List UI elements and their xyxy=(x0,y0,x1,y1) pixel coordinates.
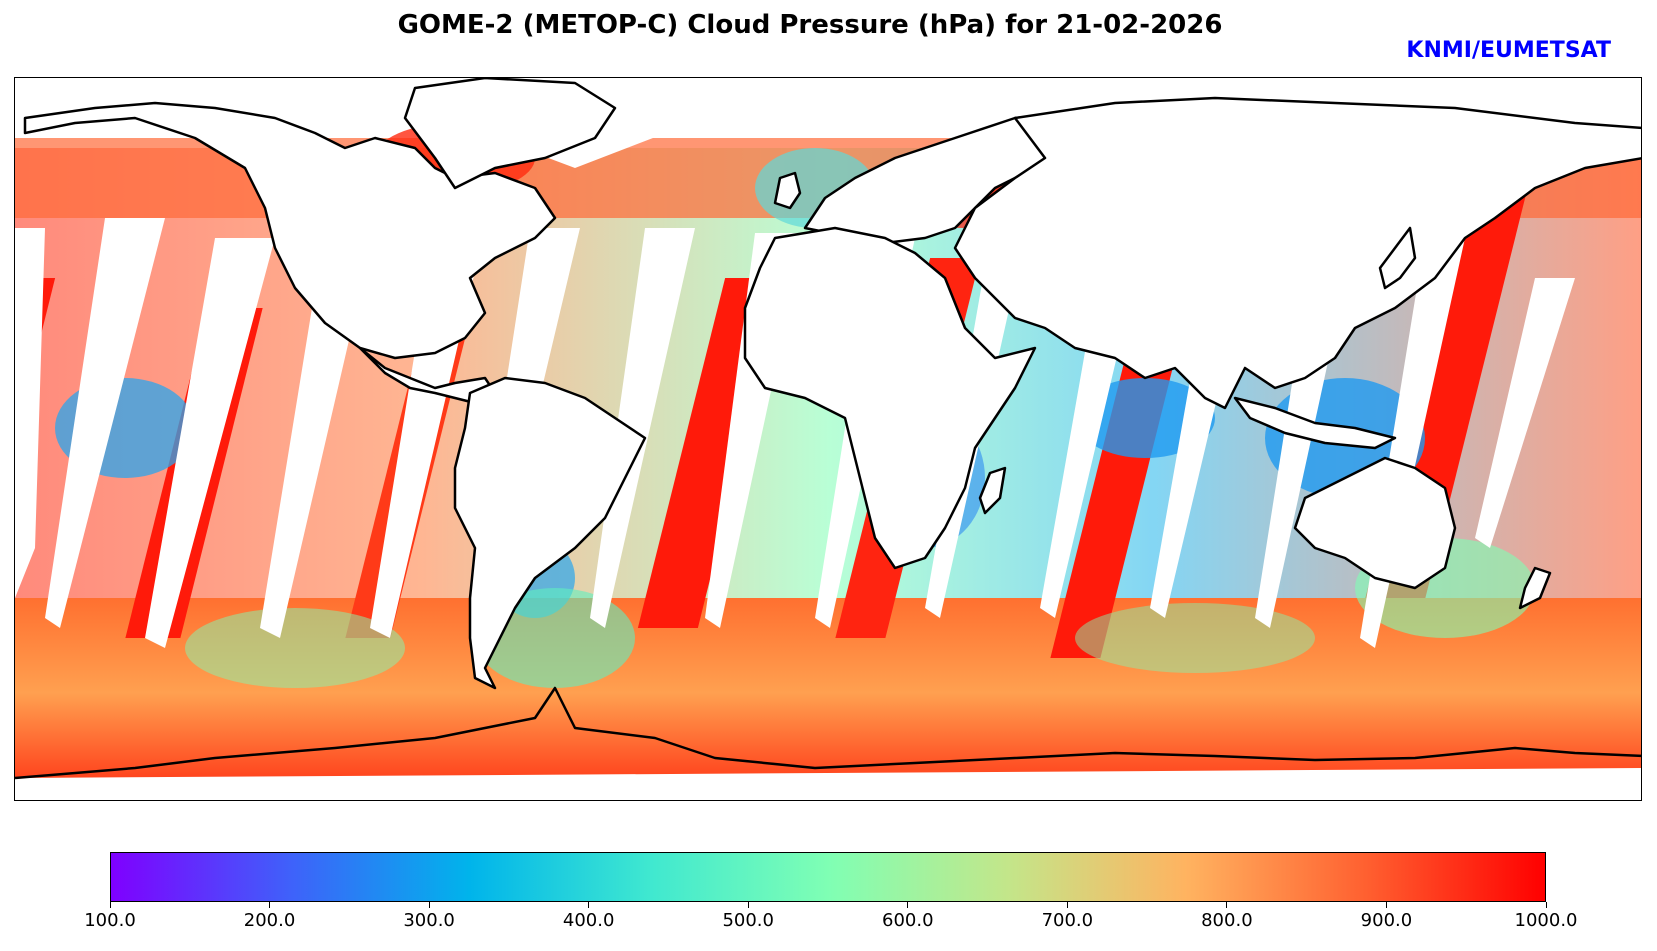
colorbar-tick-label: 300.0 xyxy=(403,910,455,931)
colorbar-tick-mark xyxy=(1226,902,1228,908)
colorbar-tick-label: 900.0 xyxy=(1360,910,1413,931)
colorbar-tick-mark xyxy=(1545,902,1547,908)
colorbar-tick-mark xyxy=(907,902,909,908)
madagascar-outline xyxy=(978,466,1007,515)
map-panel[interactable] xyxy=(14,77,1642,801)
colorbar-tick-mark xyxy=(428,902,430,908)
greenland-outline xyxy=(403,78,617,190)
colorbar-tick-label: 600.0 xyxy=(882,910,934,931)
indonesia-outline xyxy=(1233,396,1397,450)
colorbar-tick-label: 400.0 xyxy=(562,910,615,931)
colorbar-tick-mark xyxy=(747,902,749,908)
new-zealand-outline xyxy=(1518,566,1552,610)
colorbar-tick-mark xyxy=(269,902,271,908)
colorbar-tick-label: 700.0 xyxy=(1041,910,1094,931)
japan-outline xyxy=(1378,226,1417,290)
colorbar xyxy=(110,852,1546,902)
colorbar-tick-mark xyxy=(588,902,590,908)
colorbar-tick-label: 1000.0 xyxy=(1514,910,1578,931)
colorbar-tick-label: 800.0 xyxy=(1201,910,1253,931)
coastlines xyxy=(15,78,1641,780)
cloud-pressure-map xyxy=(15,78,1641,800)
asia-outline xyxy=(953,96,1641,410)
colorbar-tick-mark xyxy=(109,902,111,908)
colorbar-tick-label: 500.0 xyxy=(722,910,774,931)
uk-outline xyxy=(773,171,802,210)
colorbar-tick-label: 200.0 xyxy=(243,910,296,931)
colorbar-tick-label: 100.0 xyxy=(84,910,136,931)
colorbar-tick-mark xyxy=(1066,902,1068,908)
antarctica-outline xyxy=(15,686,1641,780)
africa-outline xyxy=(743,226,1037,570)
credit-label: KNMI/EUMETSAT xyxy=(1406,38,1611,63)
colorbar-tick-mark xyxy=(1385,902,1387,908)
map-title: GOME-2 (METOP-C) Cloud Pressure (hPa) fo… xyxy=(397,10,1223,40)
south-america-outline xyxy=(453,376,647,690)
north-america-outline xyxy=(23,101,557,360)
australia-outline xyxy=(1293,456,1457,590)
